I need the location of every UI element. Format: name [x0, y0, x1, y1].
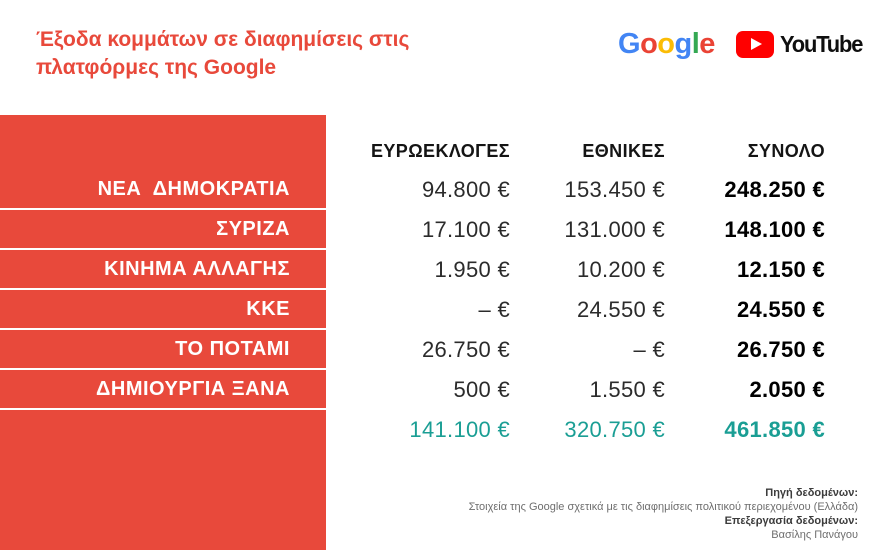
value-national: – € — [633, 337, 665, 362]
header-total: ΣΥΝΟΛΟ — [747, 140, 825, 161]
google-logo-letter: o — [640, 28, 658, 60]
value-national: 24.550 € — [576, 297, 665, 322]
google-logo: Google — [618, 28, 715, 60]
column-headers: ΕΥΡΩΕΚΛΟΓΕΣ ΕΘΝΙΚΕΣ ΣΥΝΟΛΟ — [0, 139, 880, 163]
google-logo-letter: o — [657, 28, 675, 60]
value-national: 10.200 € — [576, 257, 665, 282]
totals-row: 141.100 € 320.750 € 461.850 € — [0, 410, 880, 450]
party-label: ΔΗΜΙΟΥΡΓΙΑ ΞΑΝΑ — [0, 370, 326, 410]
table-row: ΝΕΑ ΔΗΜΟΚΡΑΤΙΑ 94.800 € 153.450 € 248.25… — [0, 170, 880, 210]
value-euroelections: 94.800 € — [421, 177, 510, 202]
value-total: 148.100 € — [724, 217, 825, 242]
page-title-line1: Έξοδα κομμάτων σε διαφημίσεις στις — [36, 28, 410, 51]
youtube-logo-label: YouTube — [780, 30, 863, 57]
party-label: ΚΙΝΗΜΑ ΑΛΛΑΓΗΣ — [0, 250, 326, 290]
table-row: ΔΗΜΙΟΥΡΓΙΑ ΞΑΝΑ 500 € 1.550 € 2.050 € — [0, 370, 880, 410]
header-national: ΕΘΝΙΚΕΣ — [582, 140, 665, 161]
value-total: 12.150 € — [736, 257, 825, 282]
table-body: ΝΕΑ ΔΗΜΟΚΡΑΤΙΑ 94.800 € 153.450 € 248.25… — [0, 170, 880, 410]
total-euroelections: 141.100 € — [409, 417, 510, 442]
google-logo-letter: g — [674, 28, 693, 60]
value-national: 1.550 € — [589, 377, 665, 402]
google-logo-letter: G — [618, 28, 641, 60]
youtube-play-icon — [736, 30, 774, 58]
party-label: ΚΚΕ — [0, 290, 326, 330]
total-overall: 461.850 € — [724, 417, 825, 442]
data-editing-label: Επεξεργασία δεδομένων: — [724, 515, 858, 527]
data-source-value: Στοιχεία της Google σχετικά με τις διαφη… — [468, 501, 858, 513]
table-row: ΤΟ ΠΟΤΑΜΙ 26.750 € – € 26.750 € — [0, 330, 880, 370]
party-label: ΣΥΡΙΖΑ — [0, 210, 326, 250]
value-euroelections: – € — [478, 297, 510, 322]
page-title: Έξοδα κομμάτων σε διαφημίσεις στις πλατφ… — [36, 26, 409, 82]
data-editing-value: Βασίλης Πανάγου — [771, 529, 858, 541]
totals-spacer — [0, 410, 326, 450]
youtube-logo: YouTube — [736, 30, 867, 58]
value-euroelections: 1.950 € — [434, 257, 510, 282]
value-national: 131.000 € — [564, 217, 665, 242]
value-total: 26.750 € — [736, 337, 825, 362]
party-sidebar-background — [0, 115, 326, 550]
value-total: 24.550 € — [736, 297, 825, 322]
google-logo-letter: e — [699, 28, 715, 60]
value-total: 248.250 € — [724, 177, 825, 202]
value-euroelections: 17.100 € — [421, 217, 510, 242]
footer-credits: Πηγή δεδομένων: Στοιχεία της Google σχετ… — [469, 486, 858, 542]
party-label: ΤΟ ΠΟΤΑΜΙ — [0, 330, 326, 370]
header-euroelections: ΕΥΡΩΕΚΛΟΓΕΣ — [370, 140, 510, 161]
value-euroelections: 500 € — [453, 377, 510, 402]
data-source-label: Πηγή δεδομένων: — [765, 487, 858, 499]
page-title-line2: πλατφόρμες της Google — [36, 56, 277, 79]
total-national: 320.750 € — [564, 417, 665, 442]
party-label: ΝΕΑ ΔΗΜΟΚΡΑΤΙΑ — [0, 170, 326, 210]
value-total: 2.050 € — [749, 377, 825, 402]
value-national: 153.450 € — [564, 177, 665, 202]
table-row: ΚΙΝΗΜΑ ΑΛΛΑΓΗΣ 1.950 € 10.200 € 12.150 € — [0, 250, 880, 290]
google-logo-letter: l — [691, 28, 700, 60]
table-row: ΣΥΡΙΖΑ 17.100 € 131.000 € 148.100 € — [0, 210, 880, 250]
table-row: ΚΚΕ – € 24.550 € 24.550 € — [0, 290, 880, 330]
value-euroelections: 26.750 € — [421, 337, 510, 362]
